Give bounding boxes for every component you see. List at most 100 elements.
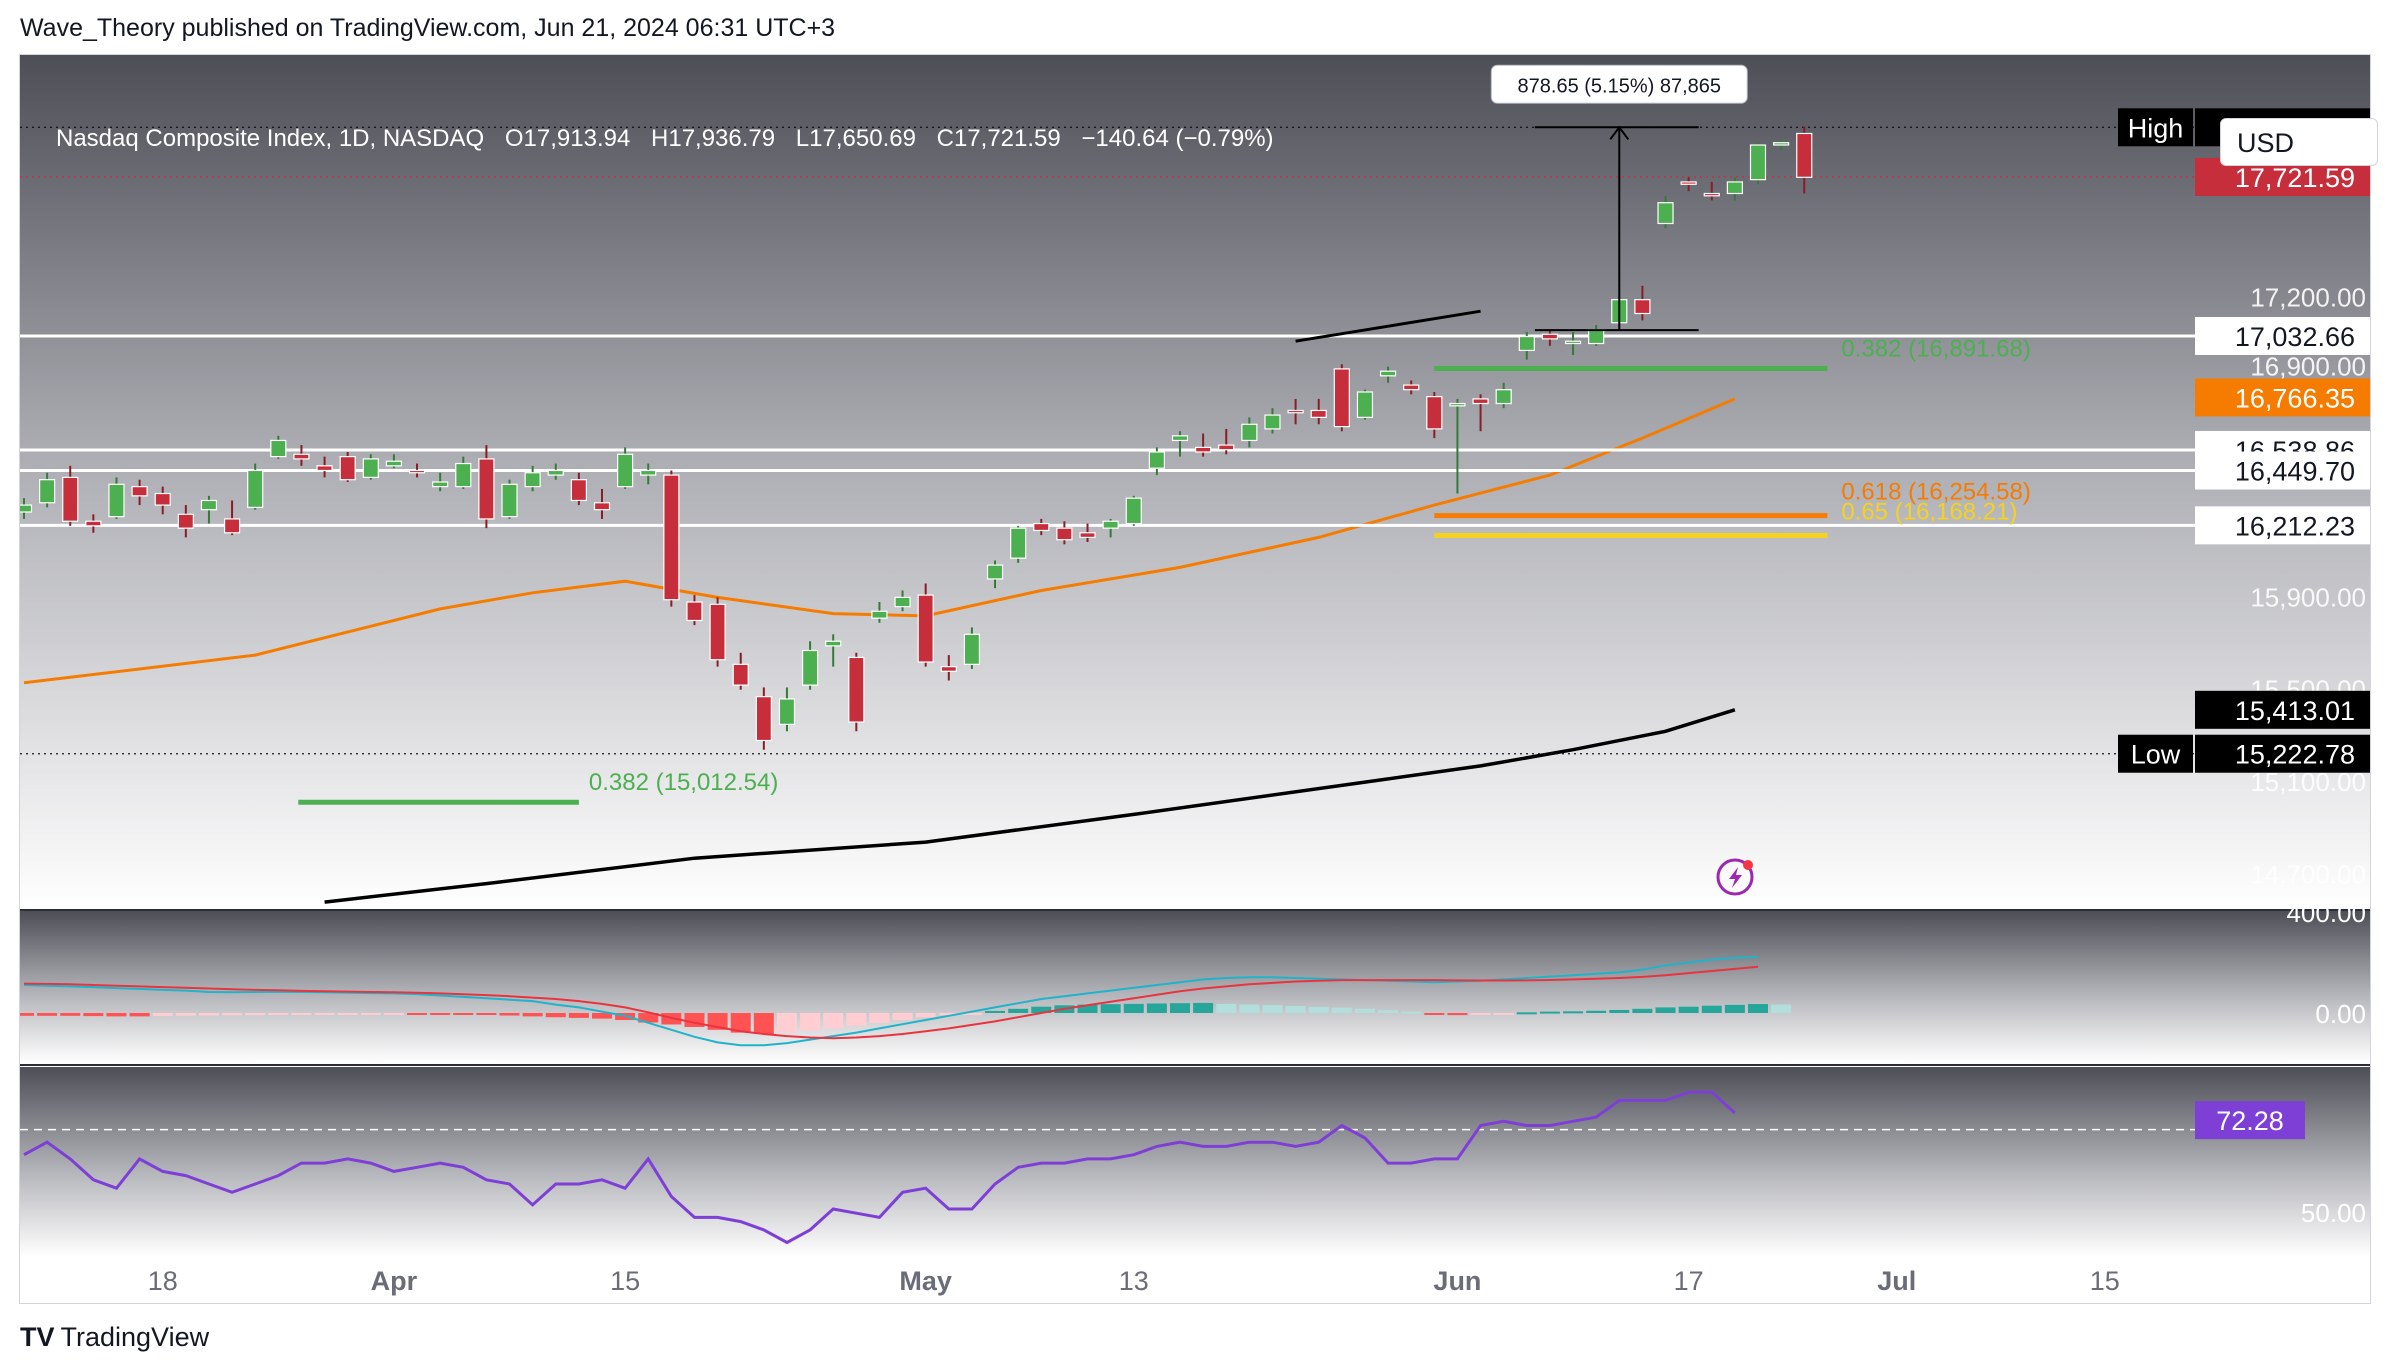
macd-histogram-bar [776, 1013, 797, 1033]
candle-up [894, 596, 911, 608]
fibonacci-levels: 0.382 (15,012.54) 0.382 (16,891.68) 0.618 … [298, 336, 2031, 805]
candle [1680, 177, 1697, 192]
candle [593, 488, 611, 519]
candle-up [39, 479, 56, 504]
candle [986, 560, 1004, 589]
tradingview-logo[interactable]: T​V TradingView [20, 1322, 209, 1353]
candle [362, 454, 379, 480]
time-axis-label: Jun [1433, 1266, 1481, 1296]
candle-down [570, 479, 587, 502]
candle [640, 463, 657, 485]
macd-histogram-bar [823, 1013, 844, 1029]
price-axis-label: 14,700.00 [2250, 859, 2366, 889]
chart-frame[interactable]: 0.382 (15,012.54) 0.382 (16,891.68) 0.618 … [19, 54, 2378, 1304]
macd-histogram-bar [453, 1013, 474, 1015]
candle-up [455, 462, 472, 488]
candle [1796, 126, 1813, 194]
candle [1148, 447, 1165, 476]
trendline [1295, 309, 1481, 343]
candle-down [1403, 384, 1420, 391]
macd-histogram-bar [869, 1013, 890, 1023]
measure-arrow [1609, 125, 1630, 140]
rsi-line [23, 1090, 1736, 1245]
macd-histogram-bar [499, 1013, 520, 1016]
candle-down [1218, 444, 1235, 451]
macd-histogram-bar [1563, 1011, 1584, 1014]
candle-down [663, 474, 680, 601]
candle [1379, 366, 1397, 383]
candle [339, 451, 356, 482]
macd-histogram-bar [1493, 1013, 1514, 1015]
candle [1241, 417, 1258, 448]
macd-histogram-bar [314, 1013, 335, 1015]
macd-histogram-bar [1539, 1011, 1560, 1014]
candle [1310, 398, 1327, 425]
macd-histogram-bar [245, 1013, 266, 1016]
measure-label: 878.65 (5.15%) 87,865 [1518, 75, 1722, 97]
low-value: 17,650.69 [809, 125, 916, 152]
main-pane-bg [20, 55, 2370, 909]
time-axis-label: 15 [2090, 1266, 2120, 1296]
macd-indicator: 400.00 0.00 [20, 898, 2366, 1047]
candle [432, 472, 449, 492]
candle-down [62, 476, 79, 522]
candle-down [755, 696, 772, 742]
candle-down [732, 663, 749, 686]
candle-up [1657, 202, 1674, 225]
open-value: 17,913.94 [523, 125, 631, 152]
candle-up [547, 469, 564, 476]
macd-histogram-bar [106, 1013, 127, 1017]
rsi-value-tag-bg [2195, 1101, 2305, 1140]
rsi-indicator: 50.00 72.28 [20, 1090, 2366, 1245]
time-axis-label: Jul [1877, 1266, 1916, 1296]
candle-up [1379, 370, 1397, 377]
candle-down [1472, 398, 1489, 405]
alert-icon[interactable] [1716, 858, 1754, 896]
price-tag-bg [2195, 734, 2370, 773]
macd-signal-line [23, 965, 1759, 1040]
time-axis[interactable]: 18 Apr 15 May 13 Jun 17 Jul 15 [148, 1266, 2120, 1296]
candle [1171, 431, 1189, 457]
close-label: C [936, 125, 954, 152]
candle-down [1796, 132, 1813, 178]
candle-down [709, 603, 726, 661]
candle [1287, 398, 1304, 425]
fib-level-label: 0.618 (16,254.58) [1841, 479, 2030, 506]
candle-up [825, 640, 842, 647]
chart-svg[interactable]: 0.382 (15,012.54) 0.382 (16,891.68) 0.618 … [20, 55, 2370, 1303]
macd-histogram-bar [1771, 1004, 1792, 1013]
macd-histogram-bar [1285, 1006, 1306, 1013]
macd-histogram-bar [430, 1013, 451, 1015]
price-tag: 16,449.70 [2195, 451, 2370, 490]
open-label: O [504, 125, 524, 152]
candle-down [223, 518, 241, 534]
currency-selector[interactable]: USD [2220, 118, 2378, 166]
macd-histogram-bar [37, 1013, 58, 1016]
price-tag-value: 17,721.59 [2235, 163, 2355, 193]
candle-up [501, 483, 518, 518]
time-axis-bg [20, 1257, 2370, 1303]
candle-up [524, 472, 541, 488]
candle [1125, 495, 1142, 526]
candle [709, 597, 726, 667]
publisher-line: Wave_Theory published on TradingView.com… [20, 14, 836, 42]
symbol-legend[interactable]: Nasdaq Composite Index, 1D, NASDAQ O17,9… [56, 125, 1274, 153]
macd-histogram-bar [1100, 1004, 1121, 1013]
candle-down [293, 453, 310, 460]
alert-icon-bolt [1729, 867, 1742, 888]
candle [1010, 525, 1027, 563]
candle-up [1148, 451, 1165, 469]
price-tag: 16,212.23 [2195, 506, 2370, 545]
price-axis[interactable]: 17,200.0016,900.0015,900.0015,500.0015,1… [2250, 282, 2366, 889]
candle-up [1588, 329, 1605, 345]
candle [1749, 142, 1767, 185]
candle [1356, 389, 1374, 420]
candle-up [1495, 389, 1512, 405]
candle [801, 641, 819, 690]
macd-histogram-bar [1308, 1006, 1329, 1013]
price-tag-value: 17,032.66 [2235, 322, 2355, 352]
fib-level-label: 0.382 (16,891.68) [1841, 336, 2030, 363]
macd-histogram-bar [407, 1013, 428, 1015]
macd-histogram-bar [568, 1013, 589, 1018]
price-tag-bg [2195, 378, 2370, 417]
